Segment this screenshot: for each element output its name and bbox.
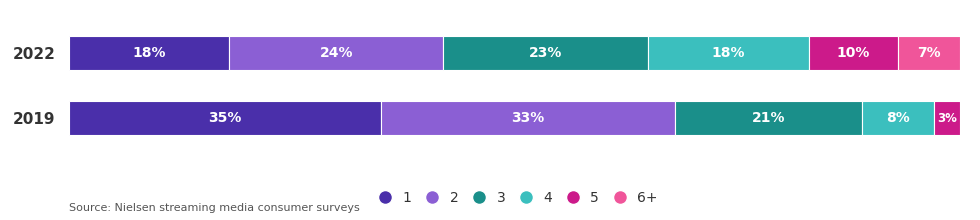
Bar (649, 37, 808, 70)
Text: Source: Nielsen streaming media consumer surveys: Source: Nielsen streaming media consumer… (69, 204, 360, 213)
Bar (69, 101, 380, 135)
Text: 21%: 21% (752, 111, 785, 125)
Bar (808, 37, 898, 70)
Text: 24%: 24% (319, 46, 353, 60)
Bar (380, 101, 675, 135)
Text: 7%: 7% (917, 46, 941, 60)
Bar (862, 101, 934, 135)
Text: 18%: 18% (711, 46, 745, 60)
Text: 10%: 10% (837, 46, 870, 60)
Text: 33%: 33% (512, 111, 545, 125)
Bar (229, 37, 443, 70)
Bar (443, 37, 649, 70)
Text: 8%: 8% (886, 111, 909, 125)
Text: 3%: 3% (937, 112, 956, 125)
Legend: 1, 2, 3, 4, 5, 6+: 1, 2, 3, 4, 5, 6+ (371, 191, 658, 205)
Text: 18%: 18% (132, 46, 166, 60)
Bar (898, 37, 960, 70)
Bar (675, 101, 862, 135)
Bar (69, 37, 229, 70)
Bar (934, 101, 960, 135)
Text: 23%: 23% (529, 46, 563, 60)
Text: 35%: 35% (208, 111, 241, 125)
